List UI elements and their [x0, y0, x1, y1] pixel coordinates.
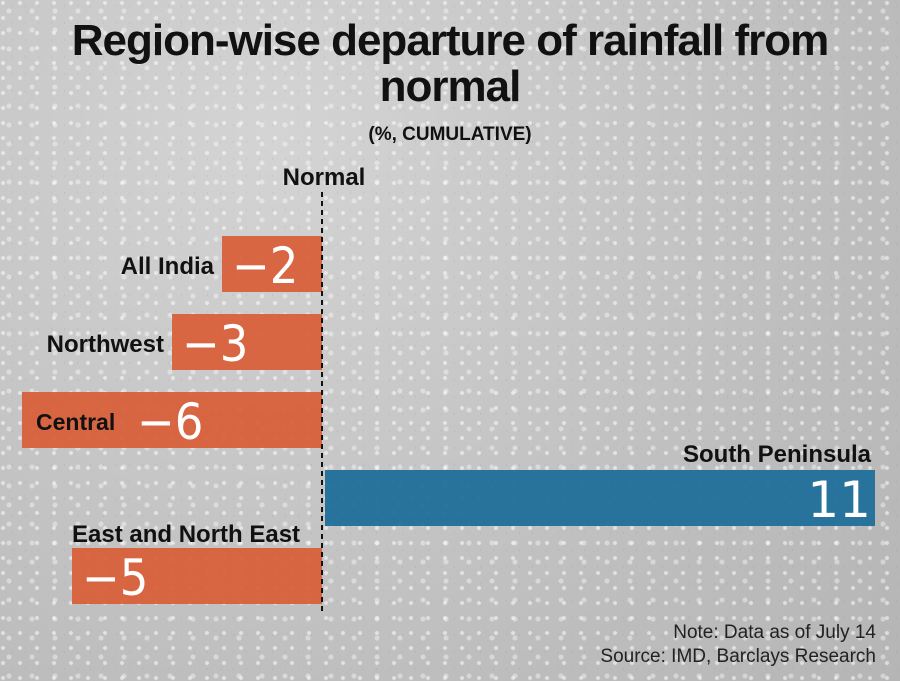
category-label-3: South Peninsula	[683, 441, 872, 468]
value-label-3: 11	[807, 471, 871, 529]
baseline-label: Normal	[283, 164, 366, 191]
chart-subtitle: (%, CUMULATIVE)	[368, 124, 532, 145]
source-text: Source: IMD, Barclays Research	[600, 646, 876, 667]
bar-2	[22, 392, 322, 448]
category-label-2: Central	[36, 409, 115, 435]
category-label-0: All India	[121, 253, 215, 280]
bar-0	[222, 236, 322, 292]
value-label-2: −6	[137, 393, 203, 451]
value-label-0: −2	[232, 237, 298, 295]
bar-1	[172, 314, 322, 370]
category-label-1: Northwest	[47, 331, 164, 358]
chart-title: Region-wise departure of rainfall from n…	[71, 16, 830, 111]
value-label-1: −3	[182, 315, 248, 373]
note-text: Note: Data as of July 14	[673, 622, 876, 643]
value-label-4: −5	[82, 549, 148, 607]
bar-3	[325, 470, 875, 526]
bar-4	[72, 548, 322, 604]
category-label-4: East and North East	[72, 521, 300, 548]
